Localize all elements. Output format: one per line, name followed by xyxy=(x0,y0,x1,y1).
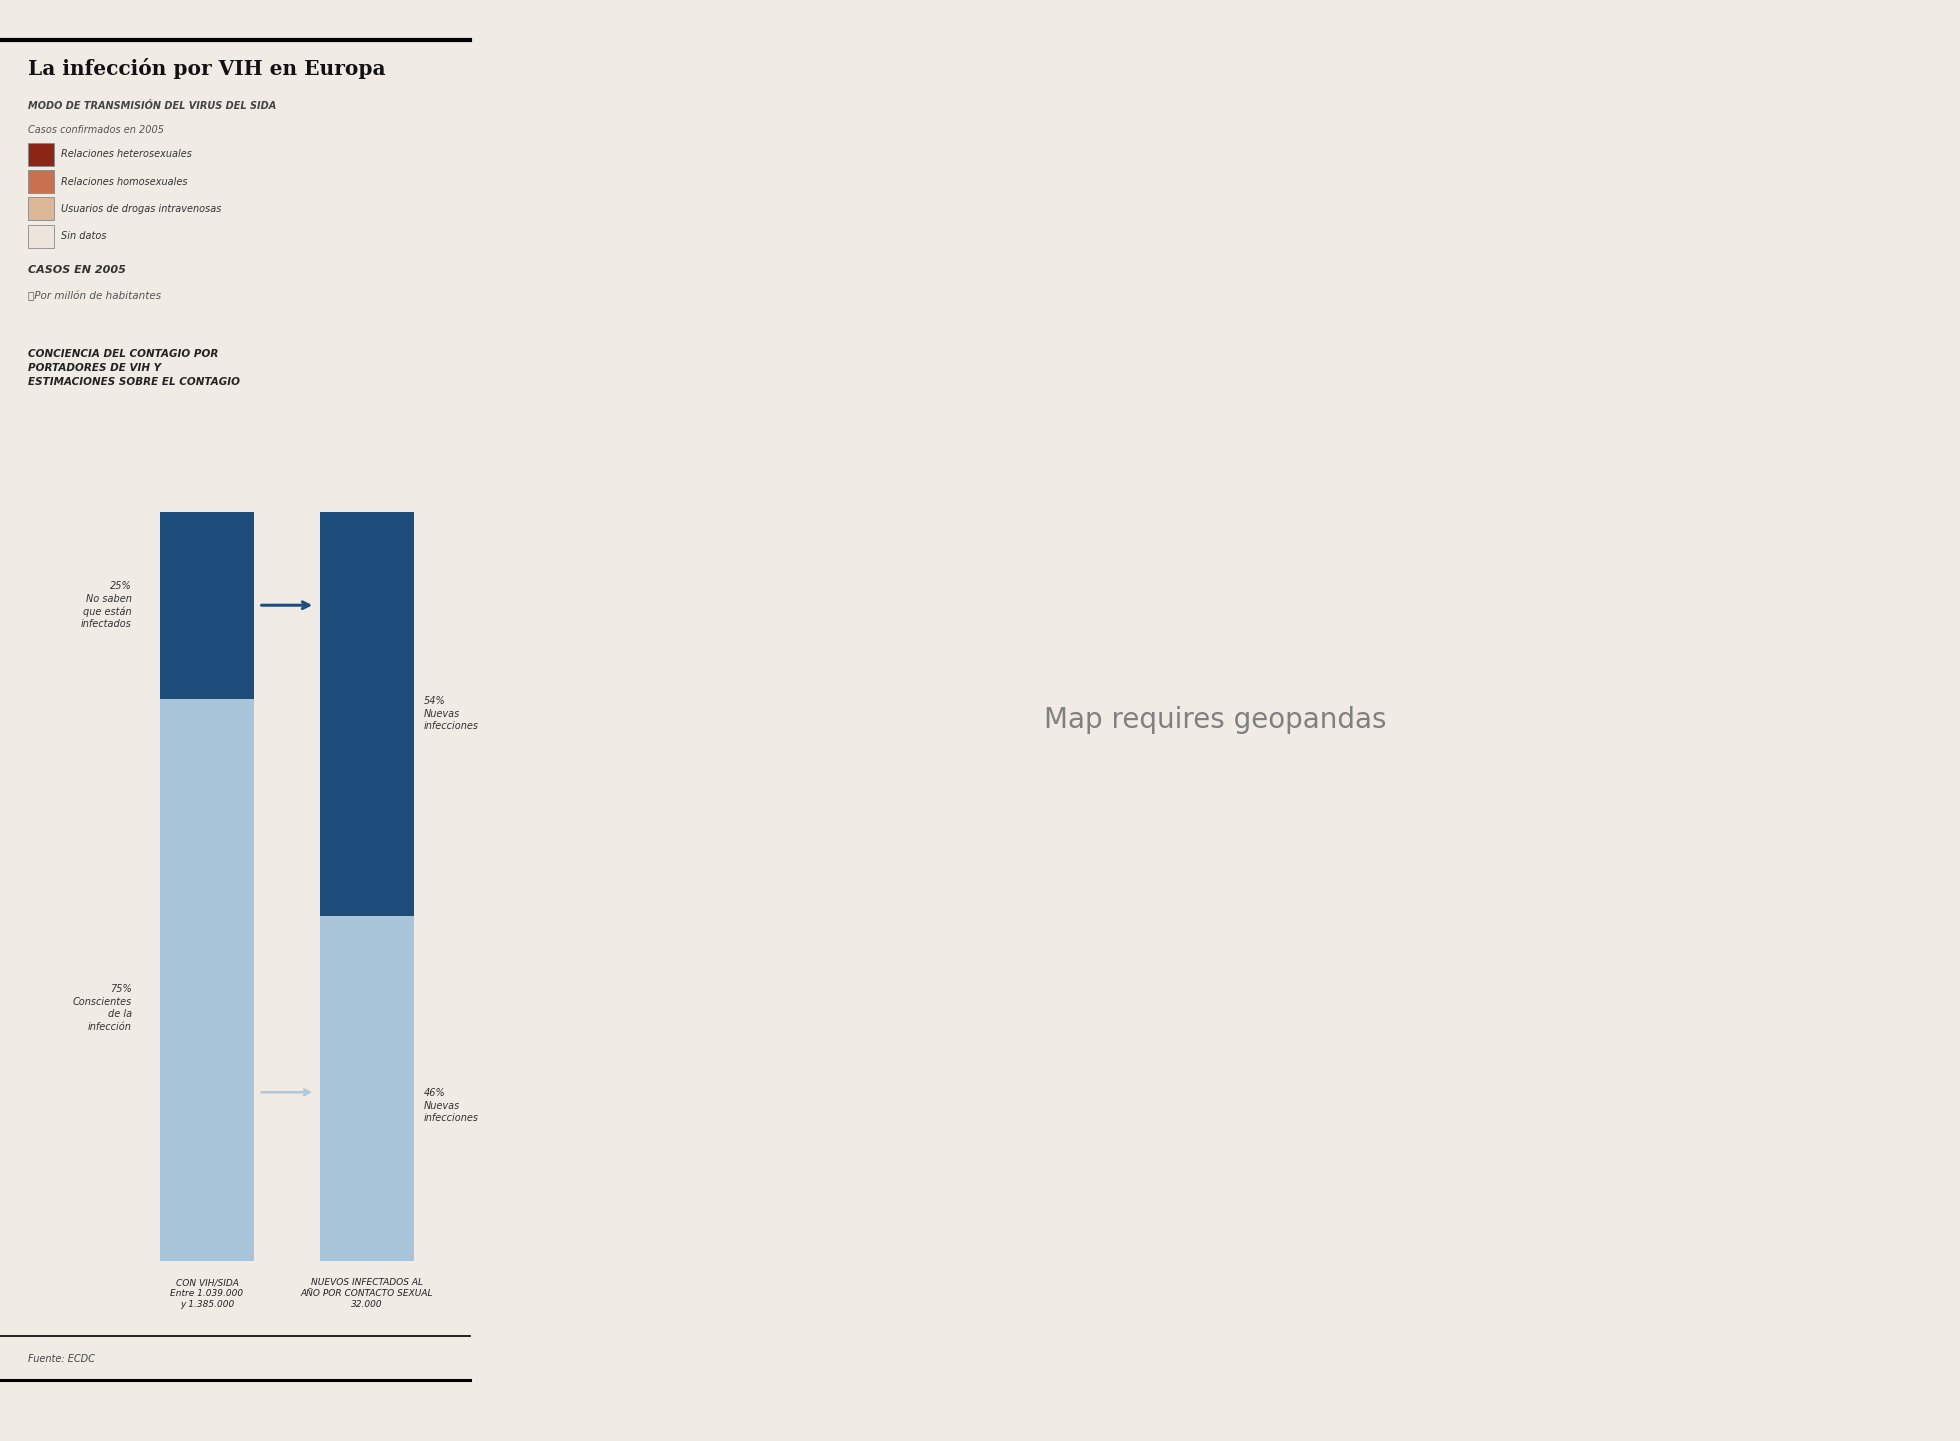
Text: Relaciones heterosexuales: Relaciones heterosexuales xyxy=(61,150,192,159)
Text: Casos confirmados en 2005: Casos confirmados en 2005 xyxy=(27,125,165,135)
Text: Sin datos: Sin datos xyxy=(61,232,106,241)
Text: Fuente: ECDC: Fuente: ECDC xyxy=(27,1355,96,1363)
Text: CONCIENCIA DEL CONTAGIO POR
PORTADORES DE VIH Y
ESTIMACIONES SOBRE EL CONTAGIO: CONCIENCIA DEL CONTAGIO POR PORTADORES D… xyxy=(27,349,241,386)
Text: NUEVOS INFECTADOS AL
AÑO POR CONTACTO SEXUAL
32.000: NUEVOS INFECTADOS AL AÑO POR CONTACTO SE… xyxy=(300,1278,433,1310)
Text: Relaciones homosexuales: Relaciones homosexuales xyxy=(61,177,188,186)
Bar xyxy=(27,197,55,220)
Text: ⓇPor millón de habitantes: ⓇPor millón de habitantes xyxy=(27,291,161,301)
Text: Usuarios de drogas intravenosas: Usuarios de drogas intravenosas xyxy=(61,205,221,213)
Bar xyxy=(161,512,255,699)
Bar xyxy=(319,916,414,1261)
Bar xyxy=(27,143,55,166)
Bar xyxy=(161,699,255,1261)
Text: La infección por VIH en Europa: La infección por VIH en Europa xyxy=(27,58,386,79)
Text: CON VIH/SIDA
Entre 1.039.000
y 1.385.000: CON VIH/SIDA Entre 1.039.000 y 1.385.000 xyxy=(171,1278,243,1310)
Text: 46%
Nuevas
infecciones: 46% Nuevas infecciones xyxy=(423,1088,478,1123)
Text: CASOS EN 2005: CASOS EN 2005 xyxy=(27,265,125,275)
Bar xyxy=(27,225,55,248)
Bar xyxy=(27,170,55,193)
Text: Map requires geopandas: Map requires geopandas xyxy=(1045,706,1386,735)
Text: 25%
No saben
que están
infectados: 25% No saben que están infectados xyxy=(80,581,131,630)
Text: 75%
Conscientes
de la
infección: 75% Conscientes de la infección xyxy=(73,984,131,1032)
Bar xyxy=(319,512,414,916)
Text: MODO DE TRANSMISIÓN DEL VIRUS DEL SIDA: MODO DE TRANSMISIÓN DEL VIRUS DEL SIDA xyxy=(27,101,276,111)
Text: 54%
Nuevas
infecciones: 54% Nuevas infecciones xyxy=(423,696,478,731)
